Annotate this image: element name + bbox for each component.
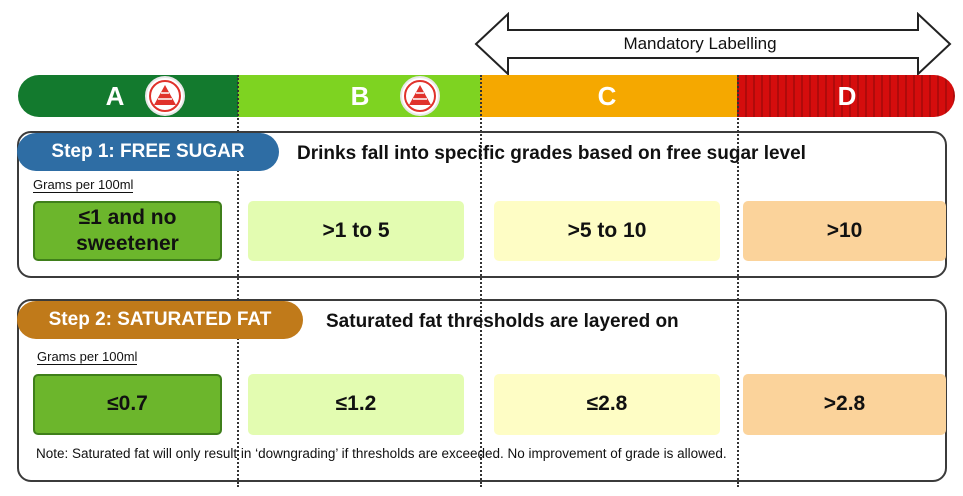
- step2-unit: Grams per 100ml: [37, 349, 138, 365]
- healthier-choice-pyramid-icon: [400, 76, 440, 116]
- step2-pill: Step 2: SATURATED FAT: [17, 301, 303, 339]
- grade-divider-bc: [480, 75, 482, 487]
- footnote: Note: Saturated fat will only result in …: [36, 446, 727, 461]
- healthier-choice-pyramid-icon: [145, 76, 185, 116]
- fat-threshold-b: ≤1.2: [248, 374, 464, 435]
- grade-label-c: C: [597, 81, 617, 111]
- step1-panel: [17, 131, 947, 278]
- grade-bar-c: [480, 75, 737, 117]
- fat-threshold-a: ≤0.7: [33, 374, 222, 435]
- sugar-threshold-a: ≤1 and no sweetener: [33, 201, 222, 261]
- sugar-threshold-c: >5 to 10: [494, 201, 720, 261]
- fat-threshold-c: ≤2.8: [494, 374, 720, 435]
- step1-title: Drinks fall into specific grades based o…: [297, 143, 806, 164]
- grade-divider-ab: [237, 75, 239, 487]
- sugar-threshold-d: >10: [743, 201, 946, 261]
- step1-pill: Step 1: FREE SUGAR: [17, 133, 279, 171]
- sugar-threshold-b: >1 to 5: [248, 201, 464, 261]
- grade-label-d: D: [837, 81, 857, 111]
- grade-bar-a: [18, 75, 238, 117]
- mandatory-labelling-label: Mandatory Labelling: [623, 34, 777, 53]
- mandatory-labelling-arrow: [474, 12, 952, 76]
- step1-unit: Grams per 100ml: [33, 177, 134, 193]
- step2-title: Saturated fat thresholds are layered on: [326, 311, 679, 332]
- fat-threshold-d: >2.8: [743, 374, 946, 435]
- step2-panel: [17, 299, 947, 482]
- grade-label-a: A: [105, 81, 125, 111]
- grade-label-b: B: [350, 81, 370, 111]
- grade-divider-cd: [737, 75, 739, 487]
- grade-bar-d: [737, 75, 955, 117]
